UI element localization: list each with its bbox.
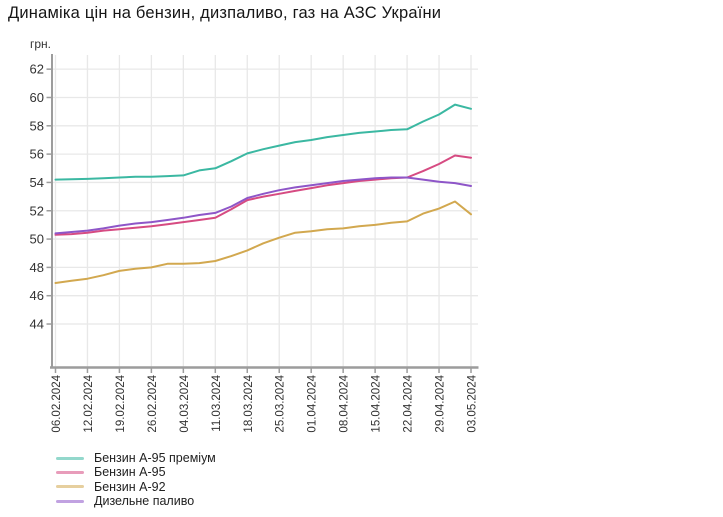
legend-label: Бензин А-95 преміум <box>94 450 216 465</box>
y-tick-label: 54 <box>30 175 44 190</box>
x-tick-label: 26.02.2024 <box>147 374 159 432</box>
x-tick-label: 04.03.2024 <box>179 374 191 432</box>
legend: Бензин А-95 преміум Бензин А-95 Бензин А-9… <box>56 451 216 509</box>
legend-swatch-benzyn-a92 <box>56 485 84 489</box>
y-tick-label: 48 <box>30 260 44 275</box>
series-line-benzyn-a95-premium <box>54 103 472 181</box>
chart-title: Динаміка цін на бензин, дизпаливо, газ н… <box>8 4 442 22</box>
x-tick-label: 29.04.2024 <box>435 374 447 432</box>
legend-item-benzyn-a92: Бензин А-92 <box>56 480 216 494</box>
series-line-dyzelne-palyvo <box>54 176 472 235</box>
legend-swatch-benzyn-a95-premium <box>56 456 84 460</box>
legend-item-dyzelne-palyvo: Дизельне паливо <box>56 494 216 508</box>
legend-swatch-benzyn-a95 <box>56 471 84 475</box>
legend-label: Дизельне паливо <box>94 494 195 509</box>
x-tick-label: 22.04.2024 <box>403 374 415 432</box>
series-line-benzyn-a95 <box>54 154 472 236</box>
y-tick-label: 50 <box>30 232 44 247</box>
y-tick-label: 60 <box>30 90 44 105</box>
x-tick-label: 03.05.2024 <box>467 374 479 432</box>
x-tick-label: 25.03.2024 <box>275 374 287 432</box>
legend-label: Бензин А-92 <box>94 479 166 494</box>
legend-swatch-dyzelne-palyvo <box>56 499 84 503</box>
series-line-benzyn-a92 <box>54 200 472 284</box>
x-tick-label: 11.03.2024 <box>211 374 223 431</box>
price-line-chart: 44 46 48 50 52 54 56 58 60 62 06.02.2024 12.02.2024… <box>30 54 479 433</box>
x-tick-label: 18.03.2024 <box>243 374 255 432</box>
gridlines <box>52 55 478 367</box>
x-tick-label: 06.02.2024 <box>51 374 63 432</box>
x-tick-label: 15.04.2024 <box>371 374 383 432</box>
x-tick-label: 19.02.2024 <box>115 374 127 432</box>
x-tick-label: 01.04.2024 <box>307 374 319 432</box>
y-tick-label: 56 <box>30 147 44 162</box>
y-tick-label: 46 <box>30 288 44 303</box>
x-tick-label: 12.02.2024 <box>83 374 95 432</box>
legend-item-benzyn-a95: Бензин А-95 <box>56 465 216 479</box>
axis-labels: 44 46 48 50 52 54 56 58 60 62 06.02.2024 12.02.2024… <box>30 62 479 433</box>
y-axis-unit-label: грн. <box>30 37 52 51</box>
axis-ticks <box>46 68 472 373</box>
y-tick-label: 44 <box>30 317 44 332</box>
legend-label: Бензин А-95 <box>94 465 166 480</box>
legend-item-benzyn-a95-premium: Бензин А-95 преміум <box>56 451 216 465</box>
x-tick-label: 08.04.2024 <box>339 374 351 432</box>
y-tick-label: 58 <box>30 118 44 133</box>
y-tick-label: 62 <box>30 62 44 77</box>
y-tick-label: 52 <box>30 203 44 218</box>
